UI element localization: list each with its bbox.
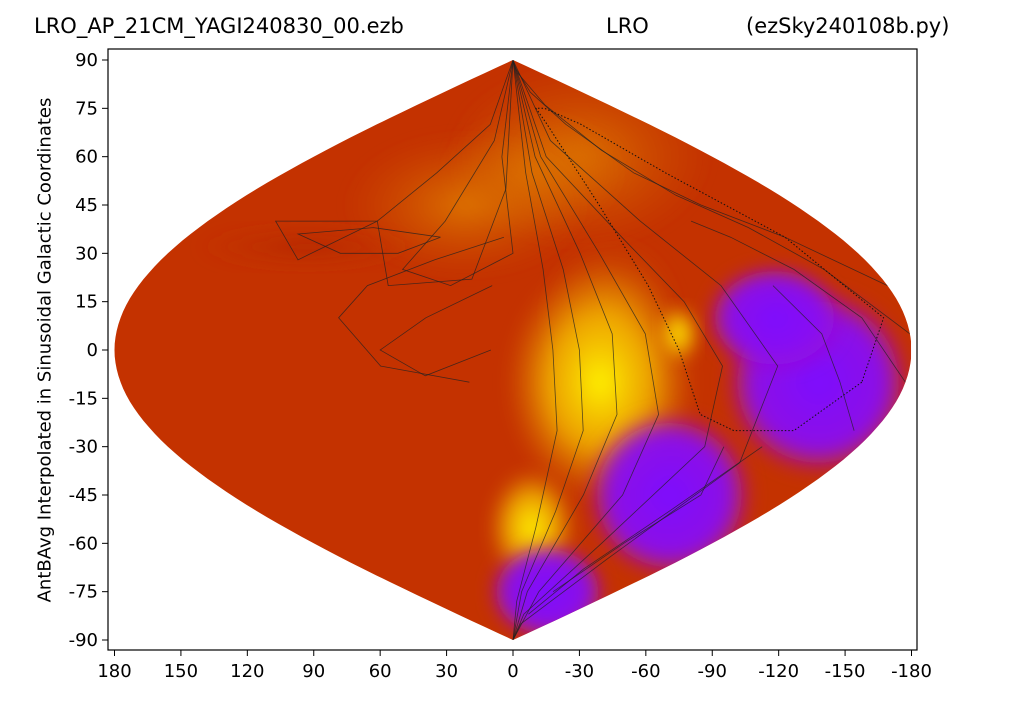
contour-lines: [274, 60, 911, 640]
x-axis-ticks: 180 150 120 90 60 30 0 -30 -60 -90 -120 -150 -180: [97, 650, 932, 682]
y-tick-label: 60: [75, 147, 98, 168]
contour-line: [772, 285, 855, 431]
contour-line: [274, 220, 378, 261]
contour-line: [690, 220, 906, 383]
x-tick-label: 60: [369, 661, 392, 682]
y-tick-label: -45: [69, 485, 98, 506]
y-tick-label: -30: [69, 437, 98, 458]
x-tick-label: 180: [97, 661, 131, 682]
contour-line: [379, 285, 493, 377]
heatmap-field: [114, 60, 912, 640]
y-tick-label: 30: [75, 243, 98, 264]
y-tick-label: 15: [75, 292, 98, 313]
y-tick-label: -15: [69, 388, 98, 409]
x-tick-label: -180: [891, 661, 932, 682]
y-axis-ticks: 90 75 60 45 30 15 0 -15 -30 -45 -60 -75 -90: [69, 50, 108, 651]
title-filename: LRO_AP_21CM_YAGI240830_00.ezb: [34, 14, 404, 38]
x-tick-label: 30: [435, 661, 458, 682]
contour-line: [512, 60, 723, 640]
contour-line: [401, 60, 514, 287]
y-tick-label: 45: [75, 195, 98, 216]
title-script: (ezSky240108b.py): [746, 14, 950, 38]
x-tick-label: -90: [698, 661, 727, 682]
y-tick-label: 0: [87, 340, 98, 361]
x-tick-label: 90: [302, 661, 325, 682]
contour-line: [528, 446, 763, 615]
contour-line: [552, 446, 725, 593]
heat-region-purple-south: [584, 410, 755, 580]
title-station: LRO: [606, 14, 649, 38]
heat-region-purple-north: [704, 262, 845, 373]
contour-line: [512, 60, 660, 640]
y-tick-label: -75: [69, 582, 98, 603]
contour-line: [512, 60, 618, 640]
contour-line: [512, 60, 779, 640]
heat-region-yellow-north: [656, 303, 701, 364]
contour-line: [512, 60, 584, 640]
x-tick-label: 120: [230, 661, 264, 682]
contour-line: [512, 60, 558, 640]
y-tick-label: 75: [75, 98, 98, 119]
y-tick-label: -90: [69, 630, 98, 651]
y-tick-label: -60: [69, 533, 98, 554]
x-tick-label: 150: [164, 661, 198, 682]
x-tick-label: 0: [507, 661, 518, 682]
contour-line: [296, 227, 441, 254]
y-tick-label: 90: [75, 50, 98, 71]
x-tick-label: -120: [758, 661, 799, 682]
contour-line: [338, 236, 505, 383]
x-tick-label: -60: [631, 661, 660, 682]
heat-region-dark-lobe: [196, 224, 417, 269]
x-tick-label: -150: [825, 661, 866, 682]
contour-line: [514, 66, 888, 286]
x-tick-label: -30: [565, 661, 594, 682]
